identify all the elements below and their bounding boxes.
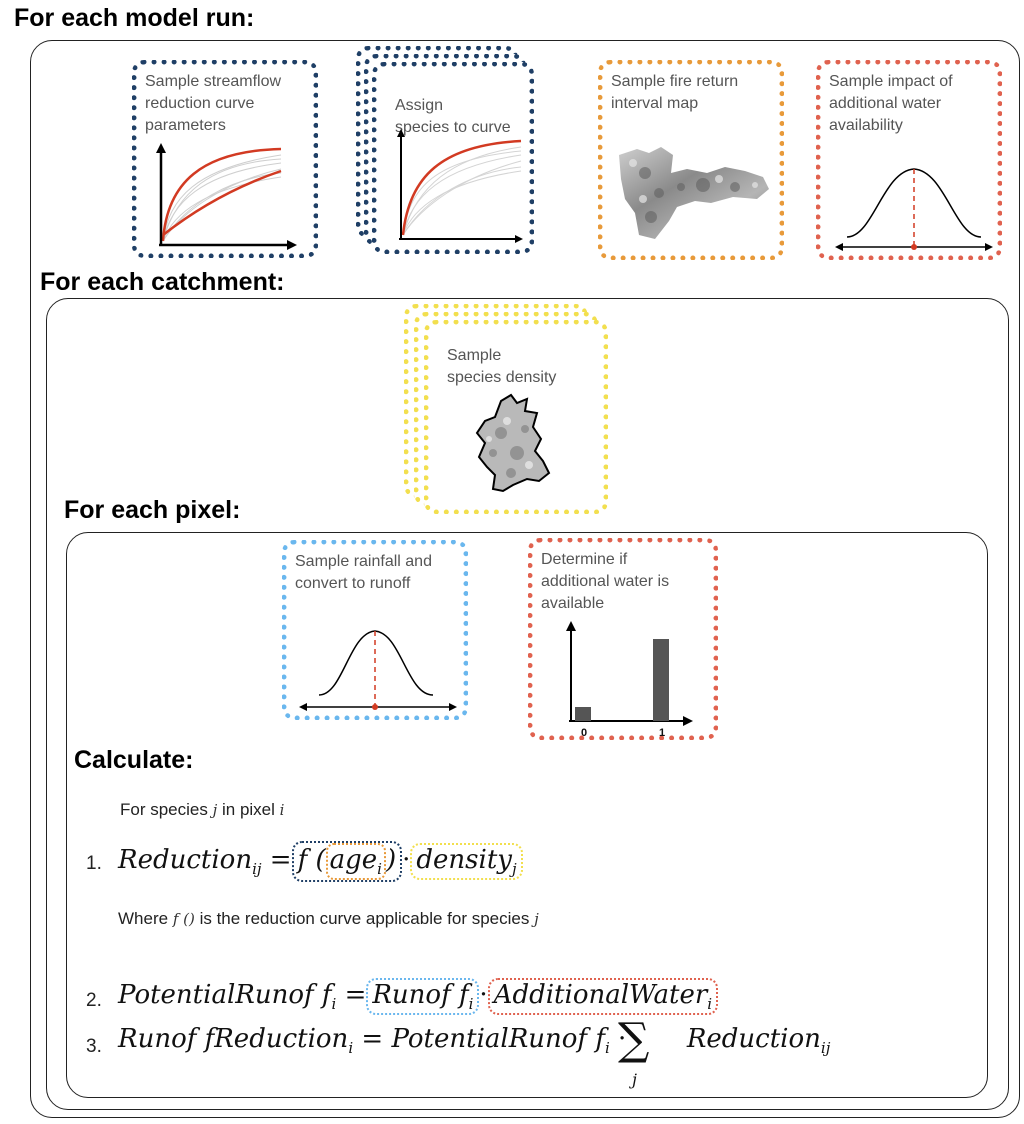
eq2-runoff-sub: i: [468, 995, 474, 1014]
for-species-i: i: [279, 801, 285, 819]
equation-1: Reductionij = f (agei) · densityj: [118, 841, 523, 883]
eq3-equals: =: [361, 1024, 384, 1054]
eq2-equals: =: [344, 980, 367, 1010]
eq3-reduction: Reduction: [686, 1024, 821, 1054]
bar-label-zero: 0: [581, 727, 588, 739]
eq3-sigma: ∑: [618, 1014, 650, 1065]
eq3-number: 3.: [86, 1036, 102, 1057]
eq2-runoff: Runof f: [372, 980, 469, 1010]
eq2-lhs-sub: i: [331, 995, 337, 1014]
species-curve-label: Assign species to curve: [395, 97, 511, 136]
eq1-dot: ·: [402, 845, 411, 875]
additional-water-bar-chart: [566, 621, 693, 726]
eq2-water-sub: i: [707, 995, 713, 1014]
eq1-lhs-sub: ij: [252, 860, 262, 879]
rainfall-runoff-box: Sample rainfall and convert to runoff: [282, 540, 468, 720]
rainfall-bell-curve: [299, 630, 457, 711]
eq1-age-group: agei: [325, 843, 386, 881]
for-species-prefix: For species: [120, 800, 208, 819]
equation-2: PotentialRunof fi = Runof fi · AdditionalWa…: [118, 978, 719, 1016]
eq1-density: density: [416, 845, 512, 875]
heading-pixel: For each pixel:: [64, 496, 241, 524]
where-f: f (): [172, 910, 195, 928]
additional-water-box: Determine if additional water is availab…: [528, 538, 718, 740]
eq1-age-sub: i: [377, 860, 382, 879]
fire-interval-box: Sample fire return interval map: [598, 60, 784, 260]
eq1-age: age: [329, 845, 378, 875]
for-species-text: For species j in pixel i: [120, 800, 284, 820]
for-species-mid: in pixel: [222, 800, 275, 819]
fire-interval-label: Sample fire return interval map: [611, 73, 739, 112]
species-curve-box: Assign species to curve: [372, 62, 534, 254]
eq2-number: 2.: [86, 990, 102, 1011]
eq2-runoff-group: Runof fi: [366, 978, 480, 1016]
rainfall-runoff-label: Sample rainfall and convert to runoff: [295, 553, 432, 592]
where-j: j: [534, 910, 539, 928]
eq2-lhs: PotentialRunof f: [118, 980, 332, 1010]
species-density-label: Sample species density: [447, 347, 557, 386]
where-prefix: Where: [118, 909, 169, 928]
water-impact-label: Sample impact of additional water availa…: [829, 73, 953, 134]
eq3-sigma-sub: j: [632, 1070, 637, 1089]
streamflow-curve-label: Sample streamflow reduction curve parame…: [145, 73, 282, 134]
eq3-mid: PotentialRunof f: [391, 1024, 605, 1054]
water-impact-box: Sample impact of additional water availa…: [816, 60, 1002, 260]
eq1-density-sub: j: [511, 860, 517, 879]
fire-interval-map: [619, 147, 769, 239]
eq1-f-age-group: f (agei): [291, 841, 403, 883]
bar-zero: [575, 707, 591, 721]
streamflow-curves-plot: [156, 143, 297, 250]
additional-water-label: Determine if additional water is availab…: [541, 551, 670, 612]
bar-label-one: 1: [659, 727, 666, 739]
model-run-frame: [30, 40, 1020, 1118]
heading-calculate: Calculate:: [74, 746, 194, 774]
eq1-lhs: Reduction: [118, 845, 253, 875]
water-impact-bell-curve: [835, 168, 993, 251]
eq1-density-group: densityj: [410, 843, 523, 881]
eq2-water: AdditionalWater: [493, 980, 708, 1010]
catchment-density-map: [475, 393, 551, 493]
eq3-lhs-sub: i: [348, 1039, 354, 1058]
bar-one: [653, 639, 669, 721]
eq2-water-group: AdditionalWateri: [487, 978, 719, 1016]
eq1-equals: =: [269, 845, 292, 875]
streamflow-curve-box: Sample streamflow reduction curve parame…: [132, 60, 318, 258]
species-density-box: Sample species density: [424, 320, 608, 514]
where-text: Where f () is the reduction curve applic…: [118, 909, 539, 929]
equation-3: Runof fReductioni = PotentialRunof fi · …: [118, 1024, 830, 1057]
catchment-frame: [46, 298, 1009, 1110]
heading-model-run: For each model run:: [14, 4, 255, 32]
eq1-close: ): [385, 845, 397, 875]
where-description: is the reduction curve applicable for sp…: [199, 909, 530, 928]
eq1-number: 1.: [86, 853, 102, 874]
for-species-j: j: [212, 801, 218, 819]
heading-catchment: For each catchment:: [40, 268, 285, 296]
eq3-reduction-sub: ij: [820, 1039, 831, 1058]
pixel-frame: [66, 532, 988, 1098]
species-curve-plot: [397, 129, 523, 243]
eq3-dot: ·: [618, 1024, 627, 1054]
eq3-lhs: Runof fReduction: [118, 1024, 349, 1054]
eq1-f: f (: [297, 845, 326, 875]
eq2-dot: ·: [479, 980, 488, 1010]
eq3-mid-sub: i: [604, 1039, 610, 1058]
